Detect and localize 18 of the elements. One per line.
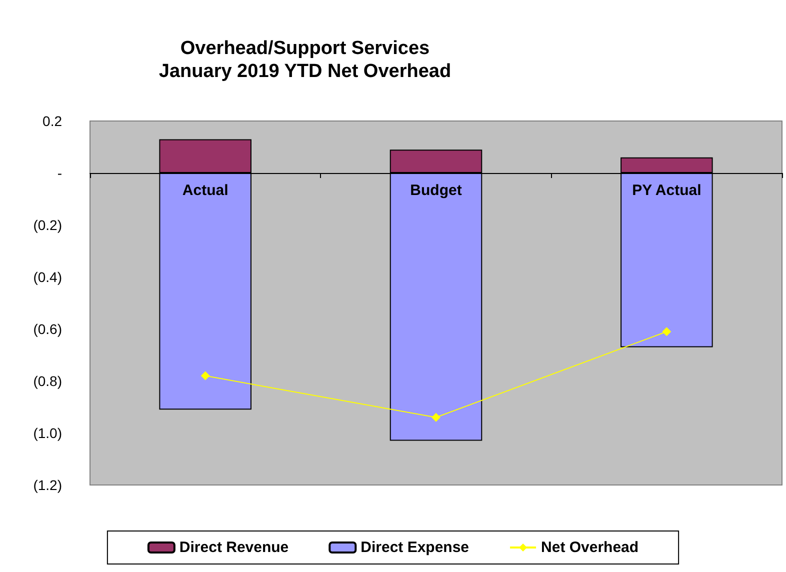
y-tick-label: 0.2 <box>42 113 62 129</box>
point <box>662 327 672 336</box>
x-tick-label: Budget <box>410 182 462 199</box>
y-tick-label: (1.2) <box>33 477 62 493</box>
y-tick-label: (0.4) <box>33 269 62 285</box>
y-tick-label: (0.8) <box>33 373 62 389</box>
point <box>200 371 210 380</box>
legend-label: Direct Revenue <box>179 539 289 556</box>
y-tick-label: (0.6) <box>33 321 62 337</box>
legend-label: Direct Expense <box>360 539 470 556</box>
legend-label: Net Overhead <box>541 539 639 556</box>
y-tick-label: (0.2) <box>33 217 62 233</box>
point <box>432 412 440 422</box>
x-tick-label: Actual <box>182 182 228 199</box>
y-tick-label: - <box>57 165 62 181</box>
chart-title: Overhead/Support Services January 2019 YTD Net Overhead <box>158 38 452 82</box>
x-tick-label: PY Actual <box>632 182 702 199</box>
y-tick-label: (1.0) <box>33 425 62 441</box>
